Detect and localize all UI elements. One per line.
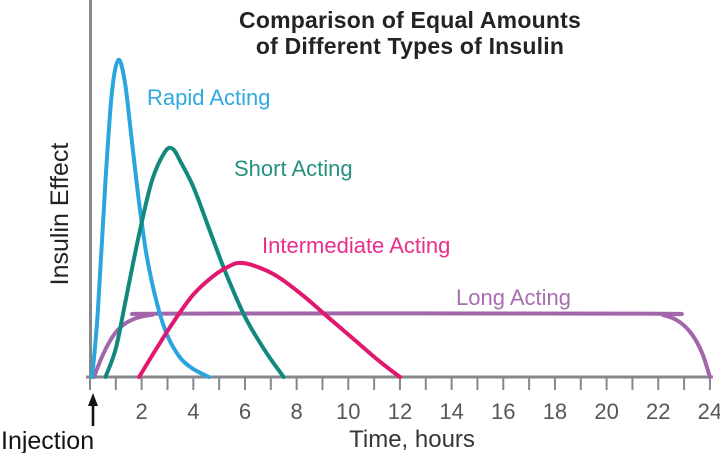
- curve-label-rapid-acting: Rapid Acting: [147, 85, 271, 110]
- x-tick-label-20: 20: [594, 399, 619, 424]
- chart-title: Comparison of Equal Amounts of Different…: [180, 7, 640, 59]
- curve-intermediate-acting: [137, 260, 402, 379]
- injection-arrow-head-icon: [88, 393, 98, 406]
- curve-long-acting: [91, 311, 712, 379]
- x-tick-label-16: 16: [491, 399, 516, 424]
- x-tick-label-4: 4: [187, 399, 200, 424]
- chart-title-line1: Comparison of Equal Amounts: [239, 7, 581, 33]
- x-tick-label-14: 14: [439, 399, 464, 424]
- x-tick-label-8: 8: [290, 399, 303, 424]
- x-tick-label-12: 12: [387, 399, 413, 424]
- curve-label-long-acting: Long Acting: [456, 285, 571, 310]
- x-tick-label-2: 2: [135, 399, 148, 424]
- x-tick-label-22: 22: [646, 399, 671, 424]
- chart-title-line2: of Different Types of Insulin: [255, 33, 565, 59]
- curve-rapid-acting: [90, 57, 211, 379]
- curve-short-acting: [103, 145, 286, 379]
- x-tick-label-18: 18: [542, 399, 568, 424]
- x-tick-label-6: 6: [238, 399, 252, 424]
- curve-label-short-acting: Short Acting: [234, 156, 353, 181]
- y-axis-label: Insulin Effect: [46, 142, 74, 286]
- x-tick-label-24: 24: [697, 399, 720, 424]
- x-axis-label: Time, hours: [349, 426, 475, 453]
- x-tick-label-10: 10: [336, 399, 361, 424]
- injection-annotation-label: Injection: [1, 427, 95, 453]
- curve-label-intermediate-acting: Intermediate Acting: [262, 233, 451, 258]
